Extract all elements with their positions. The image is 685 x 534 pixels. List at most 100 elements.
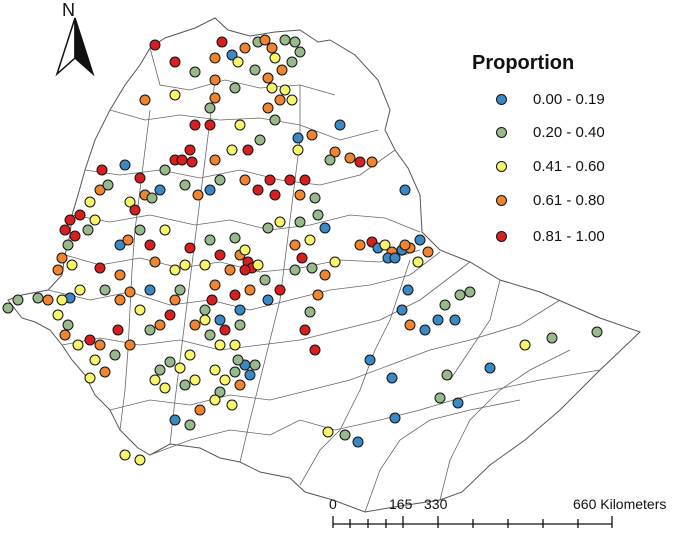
legend-swatch xyxy=(496,230,507,242)
cluster-point xyxy=(12,294,24,306)
cluster-point xyxy=(102,179,114,191)
cluster-point xyxy=(284,174,296,186)
cluster-point xyxy=(59,329,71,341)
cluster-point xyxy=(232,354,244,366)
cluster-point xyxy=(214,249,226,261)
cluster-point xyxy=(306,129,318,141)
cluster-point xyxy=(84,372,96,384)
cluster-point xyxy=(134,172,146,184)
cluster-point xyxy=(396,304,408,316)
cluster-point xyxy=(269,114,281,126)
cluster-point xyxy=(184,144,196,156)
cluster-point xyxy=(274,216,286,228)
cluster-points xyxy=(2,34,603,466)
cluster-point xyxy=(62,239,74,251)
cluster-point xyxy=(239,264,251,276)
cluster-point xyxy=(454,289,466,301)
cluster-point xyxy=(229,366,241,378)
cluster-point xyxy=(449,314,461,326)
cluster-point xyxy=(82,224,94,236)
cluster-point xyxy=(439,299,451,311)
cluster-point xyxy=(56,294,68,306)
cluster-point xyxy=(252,259,264,271)
cluster-point xyxy=(74,284,86,296)
cluster-point xyxy=(214,314,226,326)
cluster-point xyxy=(276,64,288,76)
legend-label: 0.61 - 0.80 xyxy=(533,191,605,209)
cluster-point xyxy=(289,239,301,251)
cluster-point xyxy=(286,94,298,106)
cluster-point xyxy=(404,319,416,331)
cluster-point xyxy=(149,374,161,386)
cluster-point xyxy=(204,102,216,114)
cluster-point xyxy=(214,339,226,351)
cluster-point xyxy=(199,259,211,271)
cluster-point xyxy=(254,134,266,146)
cluster-point xyxy=(144,239,156,251)
cluster-point xyxy=(239,174,251,186)
cluster-point xyxy=(441,369,453,381)
cluster-point xyxy=(209,92,221,104)
cluster-point xyxy=(179,179,191,191)
cluster-point xyxy=(179,379,191,391)
cluster-point xyxy=(224,264,236,276)
cluster-point xyxy=(194,404,206,416)
cluster-point xyxy=(122,234,134,246)
cluster-point xyxy=(519,339,531,351)
cluster-point xyxy=(242,144,254,156)
cluster-point xyxy=(179,259,191,271)
cluster-point xyxy=(402,284,414,296)
cluster-point xyxy=(99,366,111,378)
cluster-point xyxy=(226,144,238,156)
legend-swatch xyxy=(496,194,507,206)
cluster-point xyxy=(2,302,14,314)
cluster-point xyxy=(399,184,411,196)
cluster-point xyxy=(334,119,346,131)
cluster-point xyxy=(112,324,124,336)
cluster-point xyxy=(419,324,431,336)
cluster-point xyxy=(229,289,241,301)
cluster-point xyxy=(209,74,221,86)
cluster-point xyxy=(149,39,161,51)
cluster-point xyxy=(269,189,281,201)
cluster-point xyxy=(159,224,171,236)
cluster-point xyxy=(186,156,198,168)
cluster-point xyxy=(219,374,231,386)
cluster-point xyxy=(312,209,324,221)
cluster-point xyxy=(199,304,211,316)
cluster-point xyxy=(264,174,276,186)
cluster-point xyxy=(99,284,111,296)
cluster-point xyxy=(84,196,96,208)
legend-label: 0.20 - 0.40 xyxy=(533,123,605,141)
cluster-point xyxy=(134,304,146,316)
cluster-point xyxy=(124,339,136,351)
cluster-point xyxy=(289,264,301,276)
cluster-point xyxy=(154,184,166,196)
cluster-point xyxy=(304,234,316,246)
cluster-point xyxy=(279,34,291,46)
cluster-point xyxy=(114,239,126,251)
cluster-point xyxy=(119,159,131,171)
cluster-point xyxy=(89,354,101,366)
cluster-point xyxy=(184,419,196,431)
cluster-point xyxy=(306,262,318,274)
scale-tick-label: 330 xyxy=(424,496,448,512)
cluster-point xyxy=(109,349,121,361)
cluster-point xyxy=(229,232,241,244)
cluster-point xyxy=(234,319,246,331)
scale-tick-label: 0 xyxy=(329,496,337,512)
cluster-point xyxy=(386,372,398,384)
cluster-point xyxy=(159,164,171,176)
legend-swatch xyxy=(496,126,507,138)
legend-item: 0.20 - 0.40 xyxy=(496,121,605,143)
cluster-point xyxy=(322,426,334,438)
cluster-point xyxy=(379,239,391,251)
cluster-point xyxy=(366,156,378,168)
cluster-point xyxy=(434,392,446,404)
cluster-point xyxy=(262,222,274,234)
cluster-point xyxy=(226,49,238,61)
legend-swatch xyxy=(496,160,507,172)
cluster-point xyxy=(94,262,106,274)
north-label: N xyxy=(62,0,75,20)
cluster-point xyxy=(174,362,186,374)
